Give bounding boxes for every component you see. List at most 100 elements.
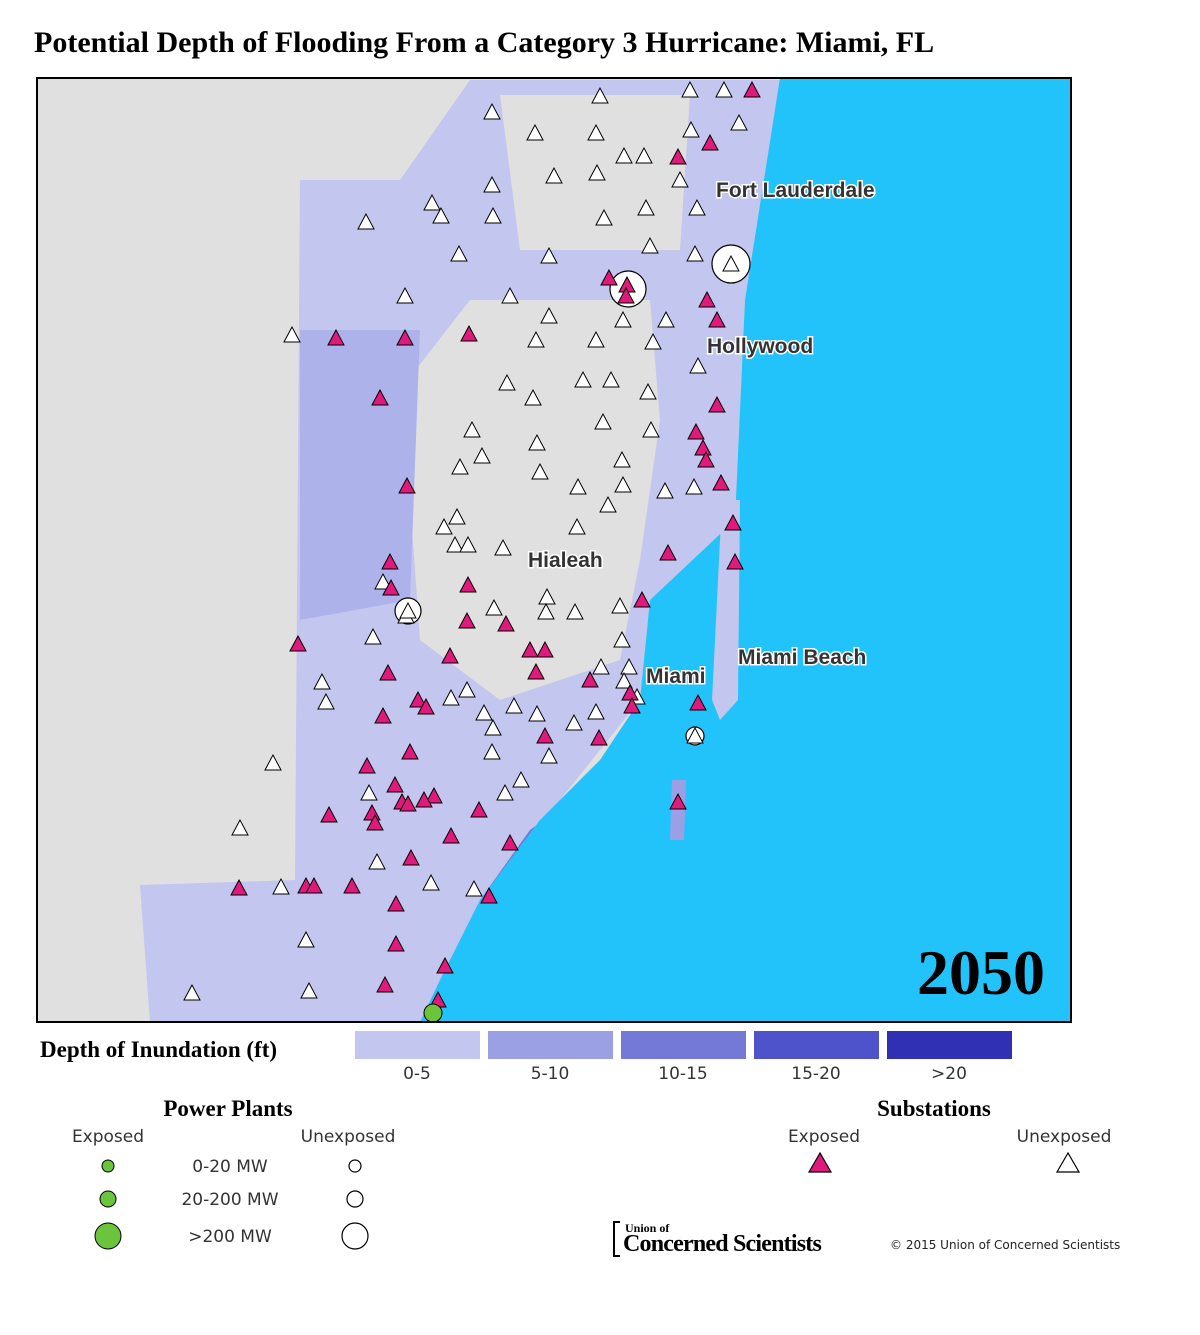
unexposed-substation [592,657,610,675]
exposed-substation [501,833,519,851]
key [670,780,686,840]
exposed-substation [374,706,392,724]
exposed-substation [623,696,641,714]
exposed-substation [387,934,405,952]
unexposed-substation [615,671,633,689]
exposed-substation [358,756,376,774]
unexposed-substation [569,477,587,495]
unexposed-substation [615,146,633,164]
unexposed-substation [639,382,657,400]
depth-swatch [355,1031,480,1059]
exposed-substation [694,438,712,456]
legend-label: Exposed [72,1127,144,1147]
exposed-substation [376,975,394,993]
exposed-substation [708,310,726,328]
unexposed-substation [451,457,469,475]
unexposed-substation [357,212,375,230]
exposed-plant-symbol [101,1159,115,1173]
unexposed-substation [531,462,549,480]
place-label: Miami [646,665,706,688]
exposed-substation [689,693,707,711]
exposed-substation [396,328,414,346]
unexposed-substation-symbol [1055,1151,1081,1173]
unexposed-plant-symbol [348,1159,362,1173]
unexposed-substation [484,206,502,224]
unexposed-substation [537,602,555,620]
exposed-substation [621,683,639,701]
unexposed-substation [635,146,653,164]
exposed-substation [521,640,539,658]
unexposed-substation [644,332,662,350]
unexposed-substation [595,208,613,226]
unexposed-substation [484,718,502,736]
unexposed-substation [435,517,453,535]
depth-label: 0-5 [403,1064,431,1084]
unexposed-substation [722,254,740,272]
unexposed-substation [283,325,301,343]
depth-legend: 0-5 5-10 10-15 15-20 >20 [355,1031,1012,1084]
unexposed-substation [526,123,544,141]
unexposed-substation [611,596,629,614]
exposed-substation-symbol [807,1151,833,1173]
unexposed-substation [730,113,748,131]
exposed-substation [470,800,488,818]
legend-label: Unexposed [1017,1127,1112,1147]
unexposed-substation [538,587,556,605]
exposed-substation [399,794,417,812]
unexposed-substation [313,672,331,690]
map: Fort Lauderdale Hollywood Hialeah Miami … [36,77,1072,1023]
exposed-substation [442,826,460,844]
exposed-substation [366,813,384,831]
exposed-substation [402,848,420,866]
unexposed-plant-symbol [341,1222,369,1250]
unexposed-substation [614,475,632,493]
unexposed-substation [637,198,655,216]
exposed-substation [617,286,635,304]
unexposed-substation [442,688,460,706]
unexposed-substation [682,120,700,138]
unexposed-substation [591,86,609,104]
unexposed-substation [360,783,378,801]
unexposed-substation [494,538,512,556]
legend-title: Power Plants [163,1096,292,1121]
exposed-substation [459,575,477,593]
barrier-island [712,500,740,720]
unexposed-substation [446,535,464,553]
legend-title: Substations [877,1096,991,1121]
unexposed-substation [587,330,605,348]
depth-label: 5-10 [531,1064,570,1084]
unexposed-substation [264,753,282,771]
depth-label: 10-15 [658,1064,707,1084]
unexposed-substation [475,703,493,721]
exposed-substation [320,805,338,823]
place-label: Hollywood [707,335,813,358]
unexposed-substation [642,420,660,438]
exposed-substation [708,395,726,413]
unexposed-substation [485,598,503,616]
place-label: Fort Lauderdale [716,179,875,202]
unexposed-substation [540,306,558,324]
exposed-substation [536,640,554,658]
unexposed-substation [368,852,386,870]
exposed-substation [425,786,443,804]
unexposed-substation [540,246,558,264]
depth-legend-title: Depth of Inundation (ft) [40,1037,277,1062]
exposed-substation [398,476,416,494]
unexposed-substation [465,879,483,897]
unexposed-substation [432,206,450,224]
exposed-substation [371,388,389,406]
exposed-substation [480,886,498,904]
exposed-substation [497,614,515,632]
unexposed-substation [483,175,501,193]
exposed-substation [536,726,554,744]
logo-small: Union of [625,1221,670,1235]
unexposed-substation [689,356,707,374]
plant-size-label: 20-200 MW [181,1190,278,1210]
unexposed-substation [566,602,584,620]
unexposed-substation [483,742,501,760]
unexposed-substation [317,692,335,710]
exposed-substation [386,775,404,793]
exposed-substation [417,697,435,715]
unexposed-substation [231,818,249,836]
unexposed-substation [588,163,606,181]
